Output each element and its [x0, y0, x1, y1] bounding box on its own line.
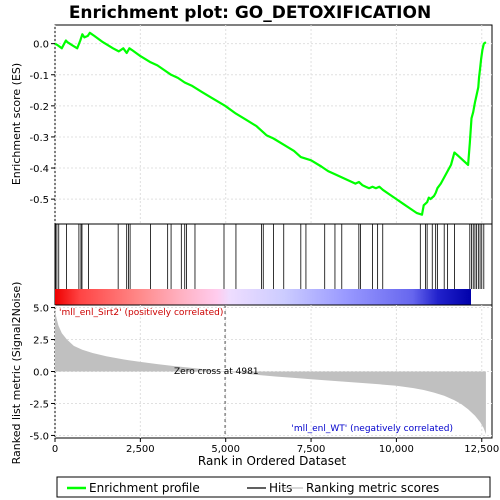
x-axis-label: Rank in Ordered Dataset	[198, 454, 346, 468]
es-y-axis-label: Enrichment score (ES)	[10, 63, 23, 185]
x-tick-label: 2,500	[126, 444, 155, 455]
enrichment-score-panel: 0.0 -0.1 -0.2 -0.3 -0.4 -0.5 Enrichment score…	[10, 24, 493, 225]
metric-y-tick-label: 0.0	[33, 368, 49, 379]
x-tick-label: 10,000	[379, 444, 414, 455]
legend-label-hits: Hits	[269, 481, 292, 495]
es-y-tick-label: -0.3	[29, 133, 49, 144]
es-y-tick-label: -0.4	[29, 164, 49, 175]
metric-y-ticks: 5.0 2.5 0.0 -2.5 -5.0	[29, 304, 55, 442]
legend-box	[56, 476, 491, 498]
x-tick-label: 5,000	[211, 444, 240, 455]
es-y-tick-label: -0.1	[29, 71, 49, 82]
es-y-tick-label: 0.0	[33, 40, 49, 51]
es-plot-frame	[54, 24, 493, 225]
legend-label-enrichment-profile: Enrichment profile	[89, 481, 200, 495]
chart-title: Enrichment plot: GO_DETOXIFICATION	[69, 3, 431, 23]
hits-panel	[54, 223, 493, 306]
metric-y-tick-label: 5.0	[33, 304, 49, 315]
ranked-metric-panel: 5.0 2.5 0.0 -2.5 -5.0 0 2,500 5,000 7,500 10,000…	[10, 282, 499, 468]
positive-correlation-label: 'mll_enl_Sirt2' (positively correlated)	[59, 308, 223, 318]
es-grid	[54, 25, 492, 224]
x-tick-label: 7,500	[297, 444, 326, 455]
x-ticks: 0 2,500 5,000 7,500 10,000 12,500	[52, 438, 499, 455]
metric-y-axis-label: Ranked list metric (Signal2Noise)	[10, 282, 23, 465]
legend-label-ranking-metric: Ranking metric scores	[306, 481, 439, 495]
hit-lines	[55, 224, 485, 289]
x-tick-label: 0	[52, 444, 58, 455]
ranking-metric-area	[55, 310, 486, 435]
es-y-ticks: 0.0 -0.1 -0.2 -0.3 -0.4 -0.5	[29, 40, 55, 206]
zero-cross-label: Zero cross at 4981	[174, 367, 259, 377]
x-tick-label: 12,500	[464, 444, 499, 455]
es-y-tick-label: -0.5	[29, 195, 49, 206]
enrichment-profile-line	[54, 31, 487, 216]
metric-y-tick-label: 2.5	[33, 336, 49, 347]
metric-y-tick-label: -2.5	[29, 399, 49, 410]
metric-y-tick-label: -5.0	[29, 431, 49, 442]
es-y-tick-label: -0.2	[29, 102, 49, 113]
legend: Enrichment profile Hits Ranking metric s…	[56, 476, 491, 498]
rank-color-bar	[55, 289, 471, 305]
negative-correlation-label: 'mll_enl_WT' (negatively correlated)	[291, 424, 453, 434]
